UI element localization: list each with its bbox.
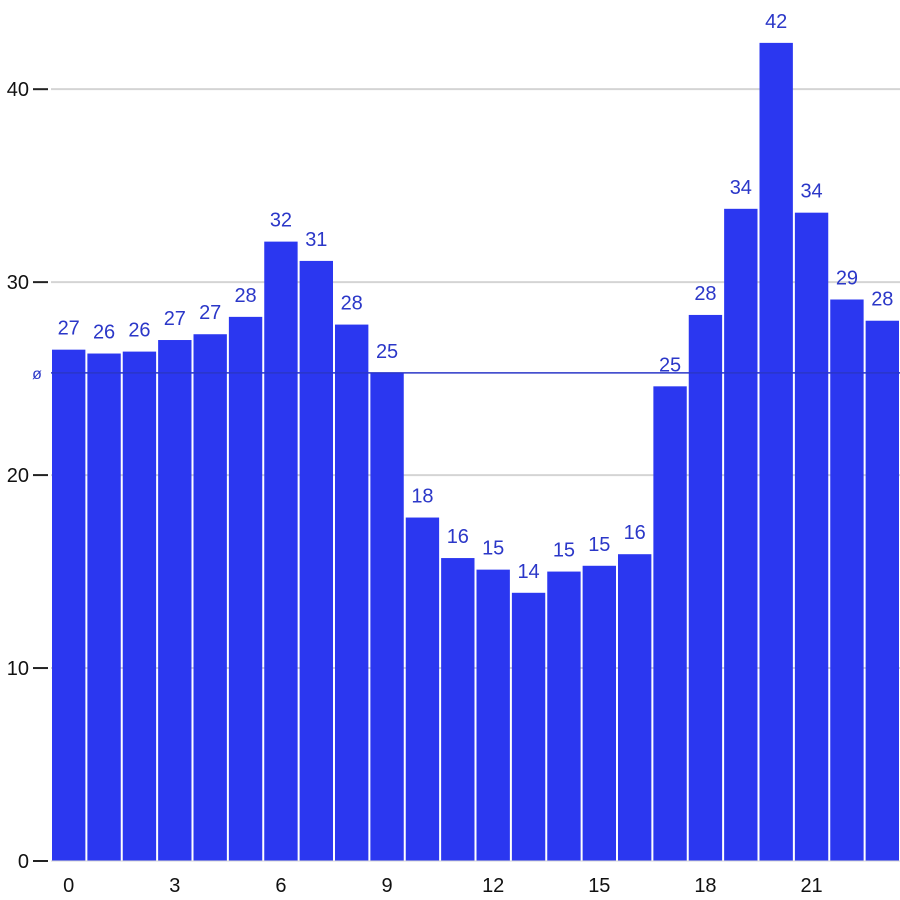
- bar: [335, 324, 369, 861]
- bar: [688, 314, 723, 862]
- x-tick-label: 15: [588, 875, 610, 897]
- x-tick-label: 3: [169, 875, 180, 897]
- bar-value-label: 28: [694, 283, 716, 305]
- bar: [511, 592, 546, 861]
- bar: [724, 208, 758, 862]
- bar-value-label: 26: [128, 320, 150, 342]
- bar-value-label: 42: [765, 11, 787, 33]
- bar: [405, 517, 440, 861]
- bar-value-label: 16: [447, 526, 469, 548]
- bar-value-label: 15: [482, 538, 504, 560]
- bar: [830, 299, 864, 861]
- bar: [794, 212, 829, 861]
- bar-value-label: 29: [836, 268, 858, 290]
- x-tick-label: 9: [382, 875, 393, 897]
- bar-value-label: 16: [624, 522, 646, 544]
- y-tick-label: 10: [7, 658, 29, 680]
- y-tick-label: 30: [7, 272, 29, 294]
- bar-value-label: 28: [871, 289, 893, 311]
- bar-value-label: 34: [730, 177, 752, 199]
- mean-line-group: ø: [32, 366, 900, 383]
- bar: [865, 320, 899, 861]
- bar-value-label: 18: [411, 486, 433, 508]
- bar-value-label: 15: [553, 540, 575, 562]
- mean-label: ø: [32, 366, 42, 383]
- bar: [264, 241, 298, 861]
- bar: [476, 569, 510, 861]
- bar-value-label: 14: [517, 561, 539, 583]
- x-axis: 0 3 6 9 12 15 18 21: [51, 860, 900, 897]
- x-tick-label: 18: [694, 875, 716, 897]
- bar-value-label: 31: [305, 229, 327, 251]
- bar-value-label: 27: [199, 302, 221, 324]
- x-tick-label: 0: [63, 875, 74, 897]
- bar: [618, 554, 652, 861]
- y-tick-label: 40: [7, 79, 29, 101]
- bar: [158, 340, 192, 862]
- bar: [122, 351, 157, 861]
- value-labels: 27 26 26 27 27 28 32 31 28 25 18 16 15 14 15 15 16 25 28 34…: [58, 11, 894, 583]
- bar: [193, 334, 227, 861]
- bar-value-label: 27: [164, 308, 186, 330]
- bar-value-label: 28: [234, 285, 256, 307]
- bar: [547, 571, 581, 861]
- bar: [441, 558, 475, 861]
- bar: [370, 372, 404, 861]
- bars: [52, 42, 899, 862]
- bar: [653, 386, 687, 861]
- bar-value-label: 25: [376, 341, 398, 363]
- y-axis: 0 10 20 30 40: [7, 79, 48, 873]
- bar: [52, 349, 86, 861]
- bar-value-label: 26: [93, 322, 115, 344]
- grid-lines: [51, 88, 900, 670]
- bar-value-label: 28: [341, 293, 363, 315]
- bar-value-label: 32: [270, 210, 292, 232]
- bar-value-label: 34: [800, 181, 822, 203]
- bar-value-label: 25: [659, 354, 681, 376]
- x-tick-label: 12: [482, 875, 504, 897]
- x-tick-label: 6: [275, 875, 286, 897]
- y-tick-label: 0: [18, 851, 29, 873]
- y-tick-label: 20: [7, 465, 29, 487]
- bar: [759, 42, 793, 861]
- x-tick-label: 21: [800, 875, 822, 897]
- bar-value-label: 27: [58, 318, 80, 340]
- bar-value-label: 15: [588, 534, 610, 556]
- bar: [582, 565, 616, 861]
- bar: [228, 316, 263, 862]
- bar: [87, 353, 121, 861]
- bar: [299, 260, 333, 861]
